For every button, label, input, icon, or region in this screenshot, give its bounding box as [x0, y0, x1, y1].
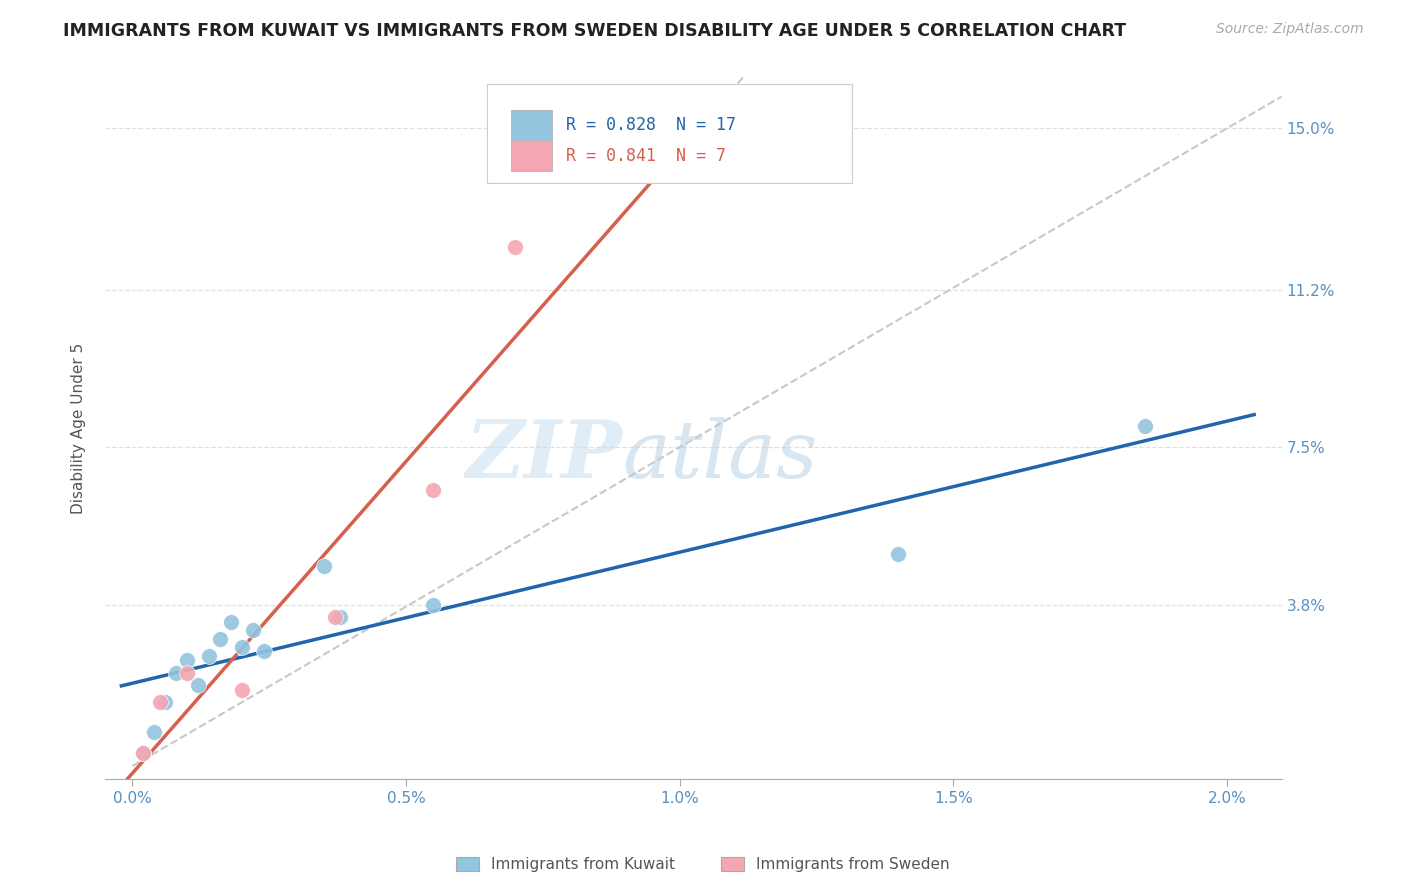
Point: [149, 695, 172, 709]
Point: [132, 747, 155, 761]
Text: Source: ZipAtlas.com: Source: ZipAtlas.com: [1216, 22, 1364, 37]
Point: [887, 547, 910, 561]
Point: [422, 598, 444, 612]
Point: [1133, 419, 1156, 434]
Point: [422, 483, 444, 497]
Point: [219, 615, 242, 629]
Point: [153, 695, 176, 709]
Point: [329, 610, 352, 624]
Point: [132, 747, 155, 761]
Point: [208, 632, 231, 646]
Legend: Immigrants from Kuwait, Immigrants from Sweden: Immigrants from Kuwait, Immigrants from …: [449, 849, 957, 880]
Text: atlas: atlas: [623, 417, 818, 495]
Text: R = 0.828  N = 17: R = 0.828 N = 17: [567, 116, 737, 134]
Text: R = 0.841  N = 7: R = 0.841 N = 7: [567, 147, 725, 165]
FancyBboxPatch shape: [510, 141, 553, 170]
Text: ZIP: ZIP: [465, 417, 623, 495]
Point: [198, 648, 221, 663]
Point: [143, 725, 166, 739]
Point: [253, 644, 276, 658]
Point: [187, 678, 209, 692]
Point: [231, 640, 253, 654]
Point: [312, 559, 335, 574]
Point: [323, 610, 346, 624]
Y-axis label: Disability Age Under 5: Disability Age Under 5: [72, 343, 86, 514]
Point: [242, 623, 264, 637]
Point: [176, 665, 198, 680]
Point: [505, 240, 527, 254]
FancyBboxPatch shape: [488, 85, 852, 183]
Point: [231, 682, 253, 697]
Point: [176, 653, 198, 667]
Point: [165, 665, 187, 680]
Text: IMMIGRANTS FROM KUWAIT VS IMMIGRANTS FROM SWEDEN DISABILITY AGE UNDER 5 CORRELAT: IMMIGRANTS FROM KUWAIT VS IMMIGRANTS FRO…: [63, 22, 1126, 40]
FancyBboxPatch shape: [510, 111, 553, 140]
